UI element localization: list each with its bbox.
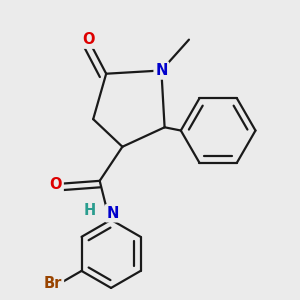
Text: H: H [84,203,96,218]
Text: N: N [155,63,167,78]
Text: N: N [106,206,119,221]
Text: O: O [50,177,62,192]
Text: Br: Br [44,276,62,291]
Text: O: O [82,32,94,47]
